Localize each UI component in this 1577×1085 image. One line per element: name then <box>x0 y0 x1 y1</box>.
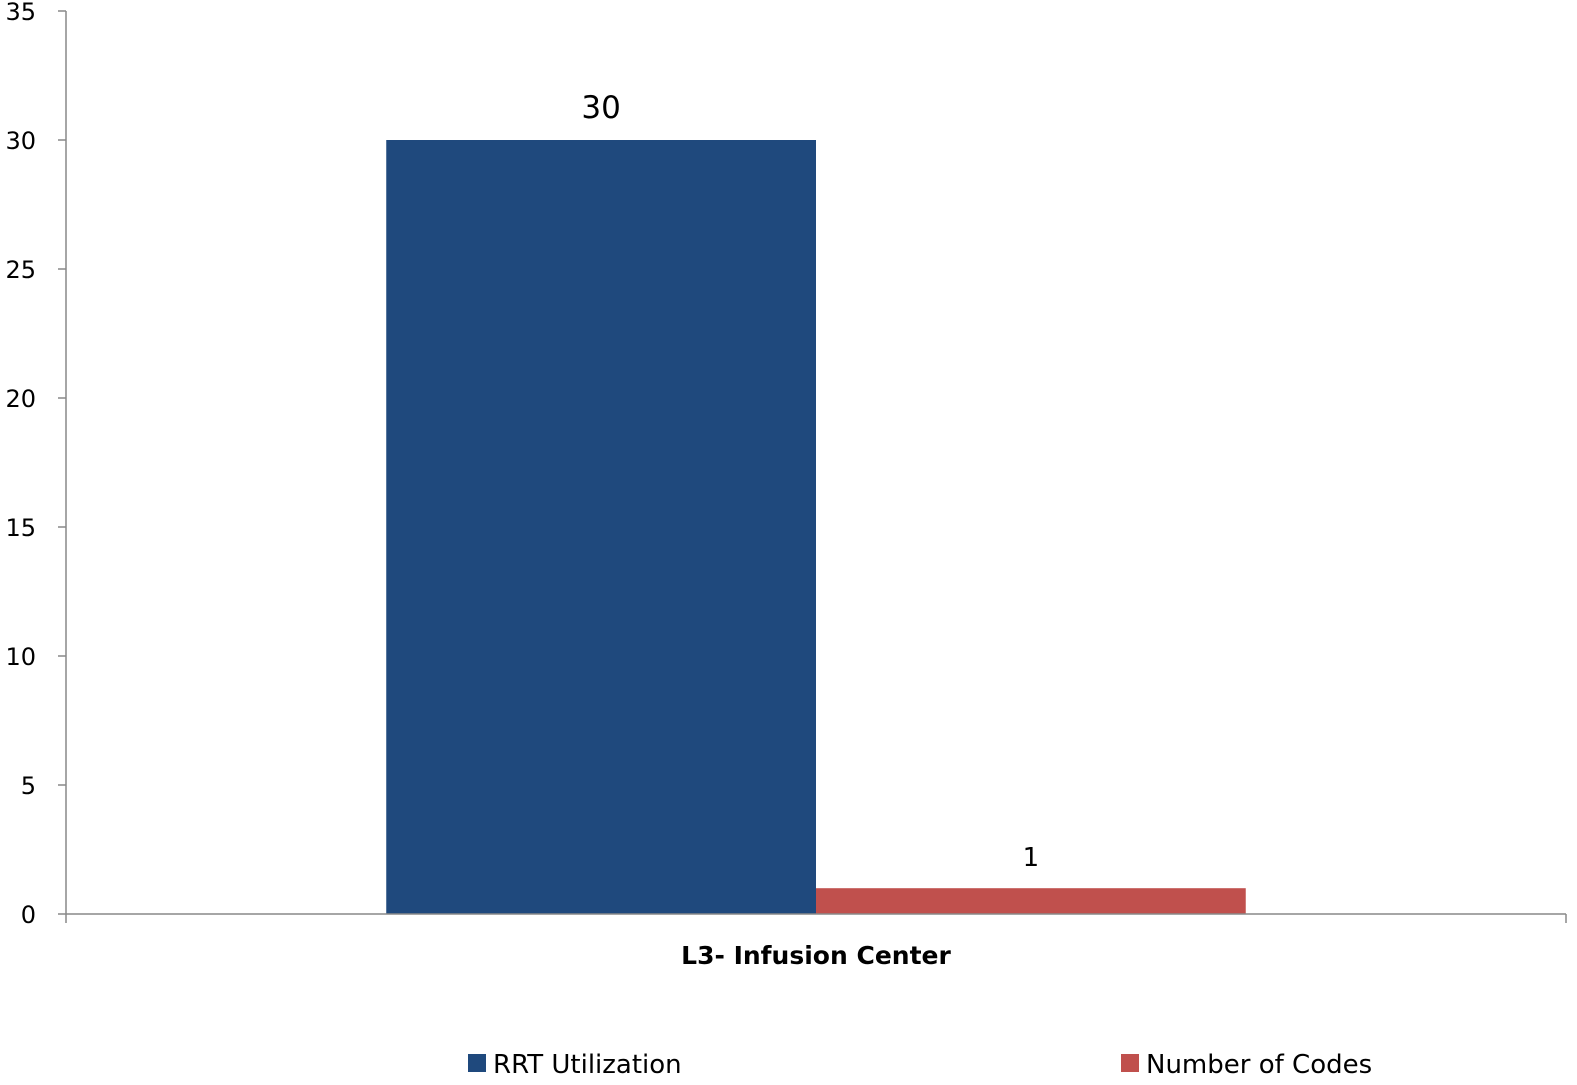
y-tick-label: 20 <box>5 385 36 413</box>
y-tick-label: 15 <box>5 514 36 542</box>
bar-number-of-codes <box>816 888 1246 914</box>
bar-rrt-utilization <box>386 140 816 914</box>
y-tick-label: 10 <box>5 643 36 671</box>
y-tick-label: 30 <box>5 127 36 155</box>
legend-swatch <box>468 1054 486 1072</box>
y-tick-label: 5 <box>21 772 36 800</box>
data-label: 1 <box>1023 843 1040 873</box>
legend-swatch <box>1121 1054 1139 1072</box>
legend: RRT Utilization Number of Codes <box>468 1050 1372 1080</box>
y-axis: 0 5 10 15 20 25 30 35 <box>5 0 67 929</box>
data-label: 30 <box>581 90 620 126</box>
x-axis: L3- Infusion Center <box>65 913 1567 970</box>
bars <box>386 140 1246 914</box>
legend-label: RRT Utilization <box>493 1050 682 1080</box>
y-tick-label: 25 <box>5 256 36 284</box>
legend-label: Number of Codes <box>1146 1050 1372 1080</box>
data-labels: 30 1 <box>581 90 1039 873</box>
category-label: L3- Infusion Center <box>681 941 951 970</box>
y-tick-label: 0 <box>21 901 36 929</box>
y-tick-label: 35 <box>5 0 36 26</box>
